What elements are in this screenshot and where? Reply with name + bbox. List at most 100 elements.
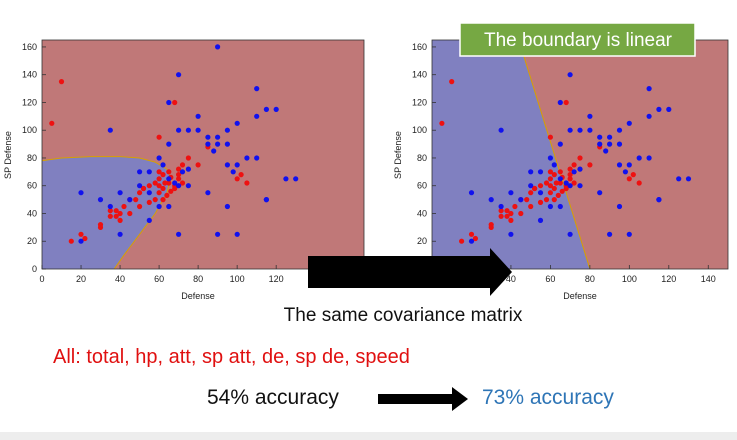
red-data-point <box>176 172 182 178</box>
subtitle-text: The same covariance matrix <box>284 305 523 326</box>
blue-data-point <box>547 155 554 161</box>
red-data-point <box>547 190 554 196</box>
blue-data-point <box>616 162 623 168</box>
x-tick-label: 20 <box>76 274 86 284</box>
x-tick-label: 100 <box>230 274 245 284</box>
red-data-point <box>508 210 514 217</box>
blue-data-point <box>176 231 182 237</box>
blue-data-point <box>622 169 629 175</box>
blue-data-point <box>646 113 652 119</box>
blue-data-point <box>656 106 662 112</box>
blue-data-point <box>567 231 573 237</box>
blue-data-point <box>254 86 260 92</box>
blue-data-point <box>78 190 84 196</box>
blue-data-point <box>646 86 652 92</box>
left-plot-y-label: SP Defense <box>3 131 13 179</box>
blue-data-point <box>607 134 613 140</box>
red-data-point <box>537 199 544 205</box>
blue-data-point <box>607 141 613 147</box>
blue-data-point <box>224 127 230 133</box>
red-data-point <box>547 183 554 189</box>
red-data-point <box>551 185 557 192</box>
blue-data-point <box>293 176 299 182</box>
x-tick-label: 0 <box>39 274 44 284</box>
y-tick-label: 40 <box>417 208 427 218</box>
red-data-point <box>547 169 554 175</box>
red-data-point <box>567 172 573 178</box>
blue-data-point <box>603 148 609 154</box>
red-data-point <box>512 203 518 210</box>
features-text: All: total, hp, att, sp att, de, sp de, … <box>53 346 410 368</box>
blue-data-point <box>166 176 172 182</box>
red-data-point <box>559 188 565 194</box>
blue-data-point <box>488 197 494 203</box>
blue-data-point <box>185 127 191 133</box>
bottom-strip <box>0 432 737 440</box>
blue-data-point <box>263 106 269 112</box>
blue-data-point <box>498 127 504 133</box>
blue-data-point <box>528 183 534 189</box>
red-data-point <box>156 134 162 140</box>
blue-data-point <box>498 203 504 210</box>
y-tick-label: 100 <box>22 125 37 135</box>
blue-data-point <box>685 176 692 182</box>
red-data-point <box>117 210 123 217</box>
blue-data-point <box>215 141 221 147</box>
blue-data-point <box>577 183 583 189</box>
left-plot-decision-boundary <box>41 156 172 270</box>
y-tick-label: 120 <box>22 97 37 107</box>
blue-data-point <box>587 113 593 119</box>
red-data-point <box>166 169 172 175</box>
red-data-point <box>156 190 162 196</box>
red-data-point <box>547 176 554 182</box>
red-data-point <box>557 169 563 175</box>
x-tick-label: 60 <box>545 274 555 284</box>
blue-data-point <box>234 231 240 237</box>
x-tick-label: 40 <box>506 274 516 284</box>
red-data-point <box>234 176 240 182</box>
y-tick-label: 160 <box>22 42 37 52</box>
red-data-point <box>567 166 573 172</box>
blue-data-point <box>166 99 172 106</box>
red-data-point <box>551 197 557 203</box>
red-data-point <box>172 185 178 192</box>
red-data-point <box>472 235 478 242</box>
red-data-point <box>121 203 127 210</box>
blue-data-point <box>551 162 557 168</box>
y-tick-label: 80 <box>417 153 427 163</box>
red-data-point <box>160 197 166 203</box>
red-data-point <box>152 197 158 203</box>
blue-data-point <box>547 203 554 210</box>
blue-data-point <box>607 231 613 237</box>
blue-data-point <box>117 231 123 237</box>
red-data-point <box>164 192 170 198</box>
red-data-point <box>179 180 186 186</box>
blue-data-point <box>156 203 162 210</box>
y-tick-label: 140 <box>22 70 37 80</box>
red-data-point <box>555 192 561 198</box>
blue-data-point <box>137 169 143 175</box>
left-scatter-plot: 0 20 40 60 80 100 120 140 160 0 20 40 60 80 100 120 140… <box>3 39 365 301</box>
blue-data-point <box>557 141 563 147</box>
red-data-point <box>244 180 250 186</box>
blue-data-point <box>577 127 583 133</box>
blue-data-point <box>557 176 563 182</box>
right-plot-blue-region <box>432 40 590 269</box>
blue-data-point <box>263 197 269 203</box>
big-arrow <box>308 248 512 296</box>
blue-data-point <box>215 134 221 140</box>
red-data-point <box>528 190 534 196</box>
y-tick-label: 160 <box>412 42 427 52</box>
blue-data-point <box>176 183 182 189</box>
red-data-point <box>156 169 162 175</box>
blue-data-point <box>626 162 632 168</box>
blue-data-point <box>137 183 143 189</box>
red-data-point <box>176 176 182 182</box>
red-data-point <box>630 172 636 178</box>
blue-data-point <box>597 134 603 140</box>
red-data-point <box>49 120 55 126</box>
y-tick-label: 20 <box>27 236 37 246</box>
blue-data-point <box>172 180 178 186</box>
blue-data-point <box>215 231 221 237</box>
